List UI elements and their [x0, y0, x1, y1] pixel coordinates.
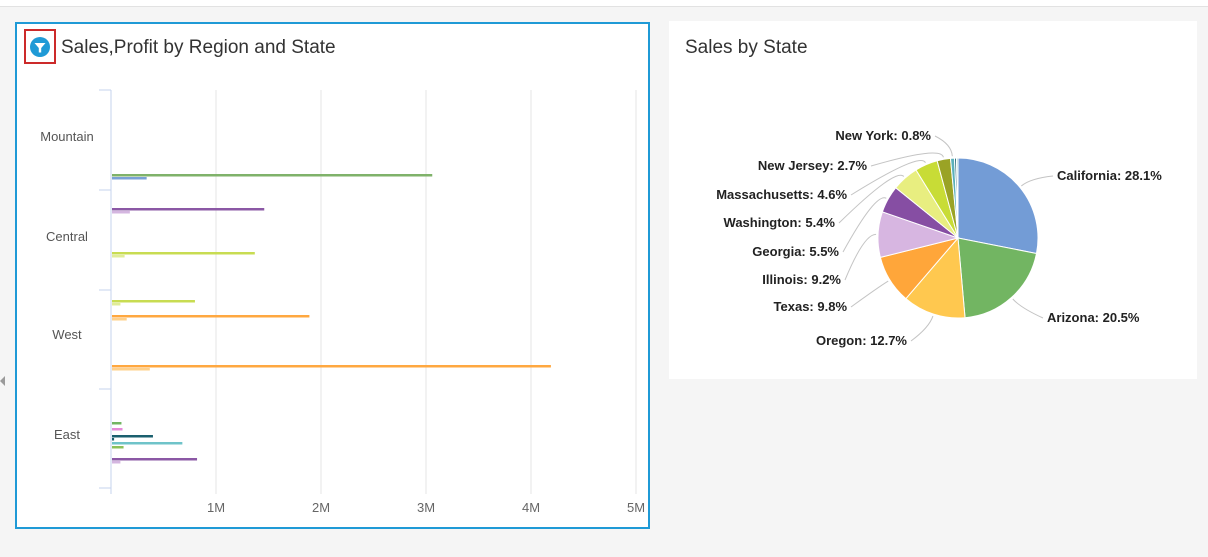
- pie-slice-label: New Jersey: 2.7%: [758, 158, 868, 173]
- pie-slice[interactable]: [905, 236, 966, 319]
- filter-icon: [30, 37, 50, 57]
- pie-leader-line: [842, 197, 887, 253]
- pie-slice-label: Texas: 9.8%: [774, 299, 848, 314]
- bar-profit[interactable]: [112, 438, 115, 441]
- x-tick-label: 3M: [417, 500, 435, 515]
- bar-sales[interactable]: [112, 365, 551, 368]
- x-tick-label: 1M: [207, 500, 225, 515]
- pie-slice-label: Illinois: 9.2%: [762, 272, 841, 287]
- bar-sales[interactable]: [112, 458, 198, 461]
- pie-slice-label: Georgia: 5.5%: [752, 244, 839, 259]
- category-label: West: [52, 327, 82, 342]
- bar-profit[interactable]: [112, 318, 127, 321]
- pie-slice-label: New York: 0.8%: [835, 128, 931, 143]
- pie-slice-label: Massachusetts: 4.6%: [716, 187, 847, 202]
- pie-leader-line: [838, 174, 905, 224]
- category-label: Central: [46, 229, 88, 244]
- bar-profit[interactable]: [112, 211, 130, 214]
- pie-leader-line: [1021, 175, 1054, 187]
- bar-sales[interactable]: [112, 422, 122, 425]
- pie-chart[interactable]: California: 28.1% Arizona: 20.5% Oregon: 1…: [669, 21, 1197, 379]
- pie-slice[interactable]: [957, 157, 1039, 255]
- bar-profit[interactable]: [112, 255, 125, 258]
- bar-sales[interactable]: [112, 252, 255, 255]
- bar-profit[interactable]: [112, 368, 150, 371]
- bar-sales[interactable]: [112, 428, 123, 431]
- bar-sales[interactable]: [112, 315, 310, 318]
- category-label: Mountain: [40, 129, 93, 144]
- pie-leader-line: [870, 152, 944, 167]
- pie-slice-label: California: 28.1%: [1057, 168, 1162, 183]
- pie-slice-label: Arizona: 20.5%: [1047, 310, 1140, 325]
- chart-title: Sales by State: [685, 37, 808, 58]
- pie-leader-line: [844, 233, 877, 281]
- bar-profit[interactable]: [112, 303, 121, 306]
- bar-profit[interactable]: [112, 461, 121, 464]
- bar-profit[interactable]: [112, 177, 147, 180]
- bar-sales[interactable]: [112, 208, 265, 211]
- collapse-arrow-icon[interactable]: [0, 376, 5, 386]
- pie-slice[interactable]: [955, 157, 959, 239]
- bar-sales[interactable]: [112, 446, 124, 449]
- bar-sales[interactable]: [112, 174, 433, 177]
- bar-sales[interactable]: [112, 435, 153, 438]
- bar-chart[interactable]: 1M 2M 3M 4M 5M Mountain Central West East: [17, 24, 648, 527]
- x-tick-label: 5M: [627, 500, 645, 515]
- top-bar: [0, 0, 1208, 7]
- pie-leader-line: [850, 280, 889, 308]
- pie-slice-label: Oregon: 12.7%: [816, 333, 907, 348]
- chart-title: Sales,Profit by Region and State: [61, 37, 336, 58]
- pie-slice-label: Washington: 5.4%: [724, 215, 836, 230]
- pie-slice[interactable]: [957, 237, 1038, 319]
- category-label: East: [54, 427, 80, 442]
- pie-leader-line: [910, 315, 934, 342]
- pie-leader-line: [850, 160, 926, 196]
- pie-leader-line: [1012, 298, 1044, 319]
- x-tick-label: 2M: [312, 500, 330, 515]
- bar-sales[interactable]: [112, 442, 183, 445]
- x-tick-label: 4M: [522, 500, 540, 515]
- sales-profit-chart-panel[interactable]: Sales,Profit by Region and State 1M 2M 3M 4…: [15, 22, 650, 529]
- sales-by-state-panel[interactable]: Sales by State California: 28.1% Arizona:…: [669, 21, 1197, 379]
- pie-leader-line: [934, 135, 953, 157]
- filter-button[interactable]: [24, 29, 56, 64]
- bar-sales[interactable]: [112, 300, 195, 303]
